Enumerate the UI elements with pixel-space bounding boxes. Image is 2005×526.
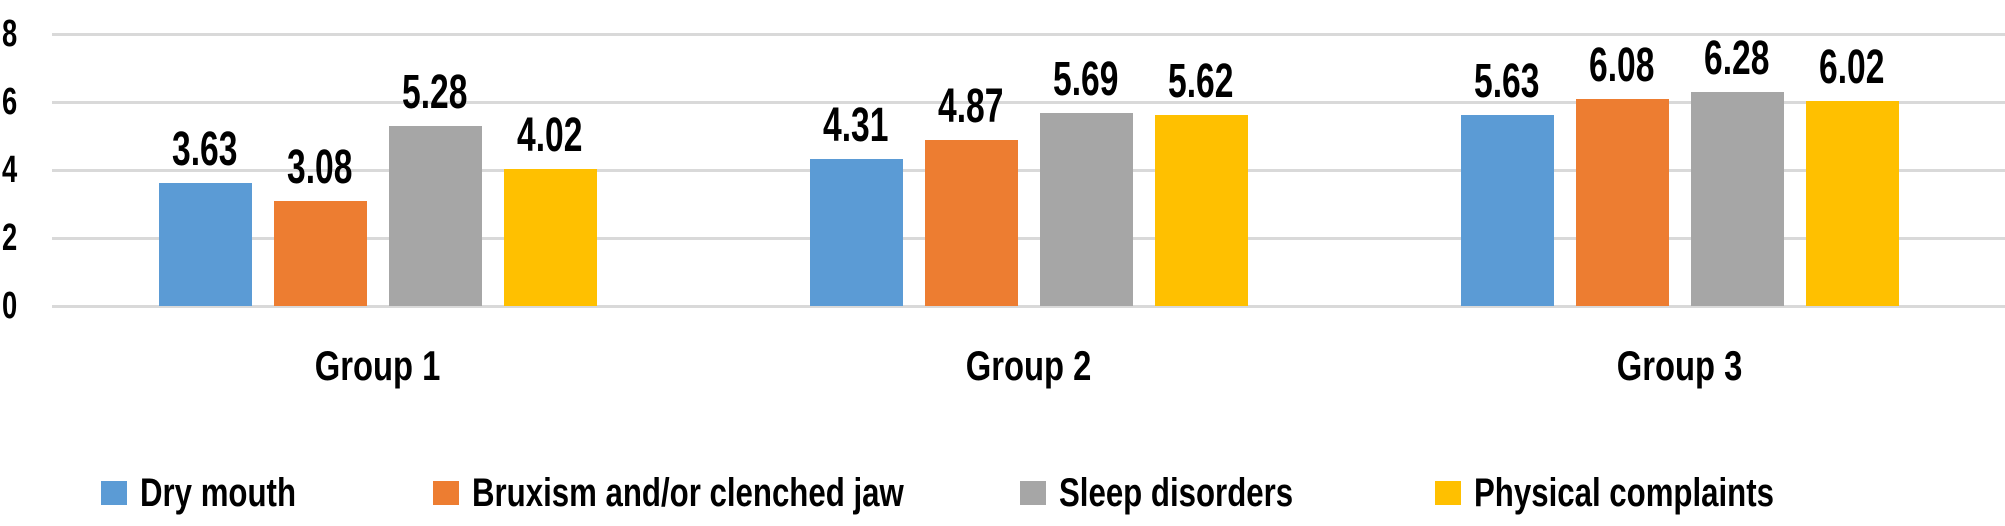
bar-value-text: 5.69 [1053,52,1119,106]
y-axis-tick-value: 8 [2,13,18,55]
physical-complaints-bar-group-2 [1154,114,1248,306]
y-axis-tick-value: 0 [2,285,18,327]
legend-item-physical-complaints: Physical complaints [1435,470,1859,516]
y-axis-tick-label: 6 [2,82,46,122]
bar-value-text: 5.63 [1474,54,1540,108]
gridline [52,33,2005,36]
bar-value-text: 4.02 [517,109,583,163]
physical-complaints-legend-swatch-icon [1435,481,1461,505]
bar-value-label: 5.63 [1357,54,1657,108]
y-axis-tick-label: 2 [2,218,46,258]
legend-label: Physical complaints [1474,470,1774,515]
bruxism-and-or-clenched-jaw-bar-group-3 [1575,99,1669,306]
bar-value-label: 5.69 [936,52,1236,106]
bar-value-label: 6.08 [1472,41,1772,91]
gridline [52,169,2005,172]
bar-value-text: 6.28 [1704,32,1770,86]
bar-value-label: 4.31 [706,101,1006,151]
gridline [52,101,2005,104]
category-label-text: Group 2 [965,342,1092,389]
bar-value-label: 5.28 [285,68,585,118]
bar-value-text: 6.08 [1589,39,1655,93]
bruxism-and-or-clenched-jaw-bar-group-1 [273,201,367,306]
gridline [52,237,2005,240]
legend-label: Sleep disorders [1059,470,1294,515]
bar-value-label: 4.02 [400,111,700,161]
legend-label: Dry mouth [140,470,296,515]
y-axis-tick-value: 4 [2,149,18,191]
bar-value-label: 4.87 [821,82,1121,132]
bar-value-label: 6.02 [1702,43,2002,93]
bar-value-label: 5.62 [1051,54,1351,108]
bar-value-text: 4.87 [938,80,1004,134]
dry-mouth-legend-swatch-icon [101,481,127,505]
legend-item-dry-mouth: Dry mouth [101,470,340,516]
category-label-group-3: Group 3 [1354,342,2005,390]
bar-value-text: 4.31 [823,99,889,153]
sleep-disorders-bar-group-3 [1690,92,1784,306]
legend-label: Bruxism and/or clenched jaw [472,470,904,515]
bar-value-text: 6.02 [1819,41,1885,95]
bar-value-label: 3.63 [55,122,355,176]
category-label-group-1: Group 1 [52,342,703,390]
bar-value-text: 3.63 [172,122,238,176]
dry-mouth-bar-group-2 [809,159,903,306]
sleep-disorders-legend-swatch-icon [1020,481,1046,505]
bar-value-label: 6.28 [1587,34,1887,84]
bruxism-and-or-clenched-jaw-legend-swatch-icon [433,481,459,505]
legend-item-bruxism-and-or-clenched-jaw: Bruxism and/or clenched jaw [433,470,1026,516]
gridline [52,305,2005,308]
dry-mouth-bar-group-3 [1460,114,1554,306]
sleep-disorders-bar-group-1 [388,126,482,306]
legend-item-sleep-disorders: Sleep disorders [1020,470,1359,516]
y-axis-tick-label: 8 [2,14,46,54]
y-axis-tick-value: 2 [2,217,18,259]
y-axis-tick-value: 6 [2,81,18,123]
sleep-disorders-bar-group-2 [1039,112,1133,306]
physical-complaints-bar-group-3 [1805,101,1899,306]
category-label-text: Group 1 [314,342,441,389]
bar-value-label: 3.08 [170,143,470,193]
bar-value-text: 3.08 [287,141,353,195]
y-axis-tick-label: 4 [2,150,46,190]
y-axis-tick-label: 0 [2,286,46,326]
bruxism-and-or-clenched-jaw-bar-group-2 [924,140,1018,306]
physical-complaints-bar-group-1 [503,169,597,306]
dry-mouth-bar-group-1 [158,182,252,306]
bar-value-text: 5.28 [402,66,468,120]
category-label-text: Group 3 [1616,342,1743,389]
bar-value-text: 5.62 [1168,54,1234,108]
category-label-group-2: Group 2 [703,342,1354,390]
